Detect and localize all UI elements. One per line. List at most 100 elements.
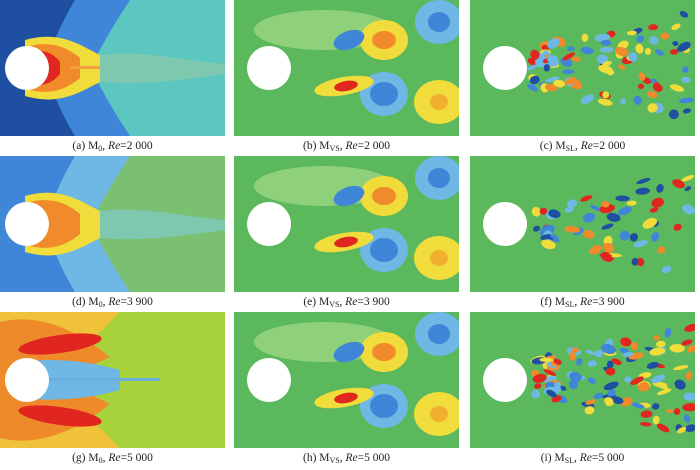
- shear-layer-structure: [647, 103, 658, 113]
- shear-layer-structure: [652, 415, 660, 425]
- shear-layer-structure: [543, 64, 550, 72]
- caption-mode-subscript: SL: [564, 456, 575, 465]
- vortex-positive-2-core: [334, 80, 358, 92]
- shear-layer-structure: [564, 206, 575, 213]
- shear-layer-structure: [553, 358, 562, 365]
- shear-layer-structure: [576, 357, 583, 366]
- shear-layer-structure: [594, 349, 604, 358]
- shear-layer-structure: [669, 343, 685, 353]
- shear-layer-structure: [646, 361, 659, 369]
- shear-layer-structure: [531, 206, 541, 217]
- shear-layer-structure: [646, 91, 658, 98]
- shear-layer-structure: [600, 39, 612, 46]
- caption-mode: M: [554, 452, 565, 464]
- shear-layer-structure: [684, 323, 695, 332]
- shear-layer-structure: [644, 48, 652, 55]
- shear-layer-structure: [617, 206, 632, 216]
- shear-layer-structure: [534, 383, 542, 389]
- panel-caption: (f) MSL, Re=3 900: [540, 296, 625, 309]
- shear-layer-structure: [580, 94, 595, 104]
- shear-layer-structure: [649, 36, 659, 45]
- vortex-positive-3-core: [430, 250, 448, 266]
- contour-plot: [470, 0, 695, 136]
- shear-layer-structure: [640, 422, 652, 427]
- shear-layer-structure: [582, 212, 596, 223]
- caption-letter: (d): [72, 296, 86, 308]
- caption-re-value: 5 000: [598, 452, 625, 464]
- caption-mode: M: [554, 296, 565, 308]
- shear-layer-structure: [539, 207, 548, 215]
- shear-layer-structure: [651, 232, 660, 242]
- shear-layer-structure: [564, 226, 581, 233]
- caption-re-value: 2 000: [599, 140, 626, 152]
- shear-layer-structure: [569, 371, 582, 382]
- shear-layer-structure: [603, 381, 619, 391]
- contour-plot: [0, 0, 225, 136]
- shear-layer-structure: [606, 212, 621, 222]
- shear-layer-structure: [649, 207, 659, 213]
- shear-layer-structure: [622, 352, 634, 357]
- shear-layer-structure: [571, 56, 581, 62]
- cylinder: [5, 202, 49, 246]
- shear-layer-structure: [562, 69, 575, 75]
- caption-letter: (c): [539, 140, 553, 152]
- shear-layer-structure: [651, 374, 666, 384]
- shear-layer-structure: [601, 343, 616, 355]
- shear-layer-structure: [619, 230, 630, 241]
- caption-letter: (i): [540, 452, 552, 464]
- shear-layer-structure: [607, 389, 616, 397]
- wake-far: [100, 53, 225, 84]
- shear-layer-structure: [652, 403, 660, 410]
- caption-re-value: 5 000: [364, 452, 391, 464]
- panel-caption: (h) MVS, Re=5 000: [302, 452, 391, 465]
- shear-layer-structure: [669, 49, 679, 55]
- shear-layer-structure: [547, 54, 559, 64]
- contour-plot: [470, 312, 695, 448]
- shear-layer-structure: [618, 64, 626, 70]
- caption-mode: M: [319, 452, 330, 464]
- vortex-negative-1-core: [428, 324, 450, 344]
- shear-layer-structure: [587, 377, 596, 384]
- shear-layer-structure: [636, 35, 645, 43]
- caption-mode-subscript: SL: [565, 144, 575, 153]
- shear-layer-structure: [674, 379, 686, 390]
- shear-layer-structure: [566, 199, 578, 208]
- caption-re-label: Re: [108, 140, 121, 152]
- caption-re-label: Re: [580, 140, 593, 152]
- shear-layer-structure: [582, 230, 595, 239]
- shear-layer-structure: [605, 367, 616, 376]
- contour-plot: [234, 312, 459, 448]
- caption-mode-subscript: 0: [98, 300, 103, 309]
- shear-layer-structure: [624, 376, 632, 383]
- panel-caption: (d) M0, Re=3 900: [72, 296, 153, 309]
- shear-layer-structure: [673, 223, 682, 231]
- shear-layer-structure: [669, 84, 685, 92]
- shear-layer-structure: [685, 371, 693, 381]
- shear-layer-structure: [584, 406, 595, 415]
- shear-layer-structure: [679, 10, 689, 18]
- shear-layer-structure: [593, 392, 604, 399]
- shear-layer-structure: [599, 253, 612, 258]
- caption-re-value: 2 000: [126, 140, 153, 152]
- shear-layer-structure: [666, 408, 673, 414]
- caption-re-value: 3 900: [363, 296, 390, 308]
- shear-layer-structure: [606, 360, 614, 369]
- shear-layer-structure: [530, 49, 540, 60]
- panel-f: (f) MSL, Re=3 900: [470, 156, 695, 312]
- shear-layer-structure: [660, 32, 670, 40]
- vortex-negative-3-core: [370, 394, 398, 418]
- panel-i: (i) MSL, Re=5 000: [470, 312, 695, 468]
- shear-layer-structure: [620, 98, 627, 105]
- caption-mode-subscript: VS: [329, 456, 340, 465]
- vortex-positive-3-core: [430, 406, 448, 422]
- caption-re-label: Re: [108, 296, 121, 308]
- caption-re-value: 3 900: [127, 296, 153, 308]
- caption-mode: M: [88, 296, 99, 308]
- shear-layer-structure: [601, 200, 610, 208]
- contour-red-top: [18, 333, 102, 355]
- shear-layer-structure: [562, 52, 575, 61]
- vortex-positive-1-core: [372, 187, 396, 205]
- wake-far: [100, 209, 225, 240]
- shear-layer-structure: [567, 46, 575, 52]
- vortex-positive-2-core: [334, 392, 358, 404]
